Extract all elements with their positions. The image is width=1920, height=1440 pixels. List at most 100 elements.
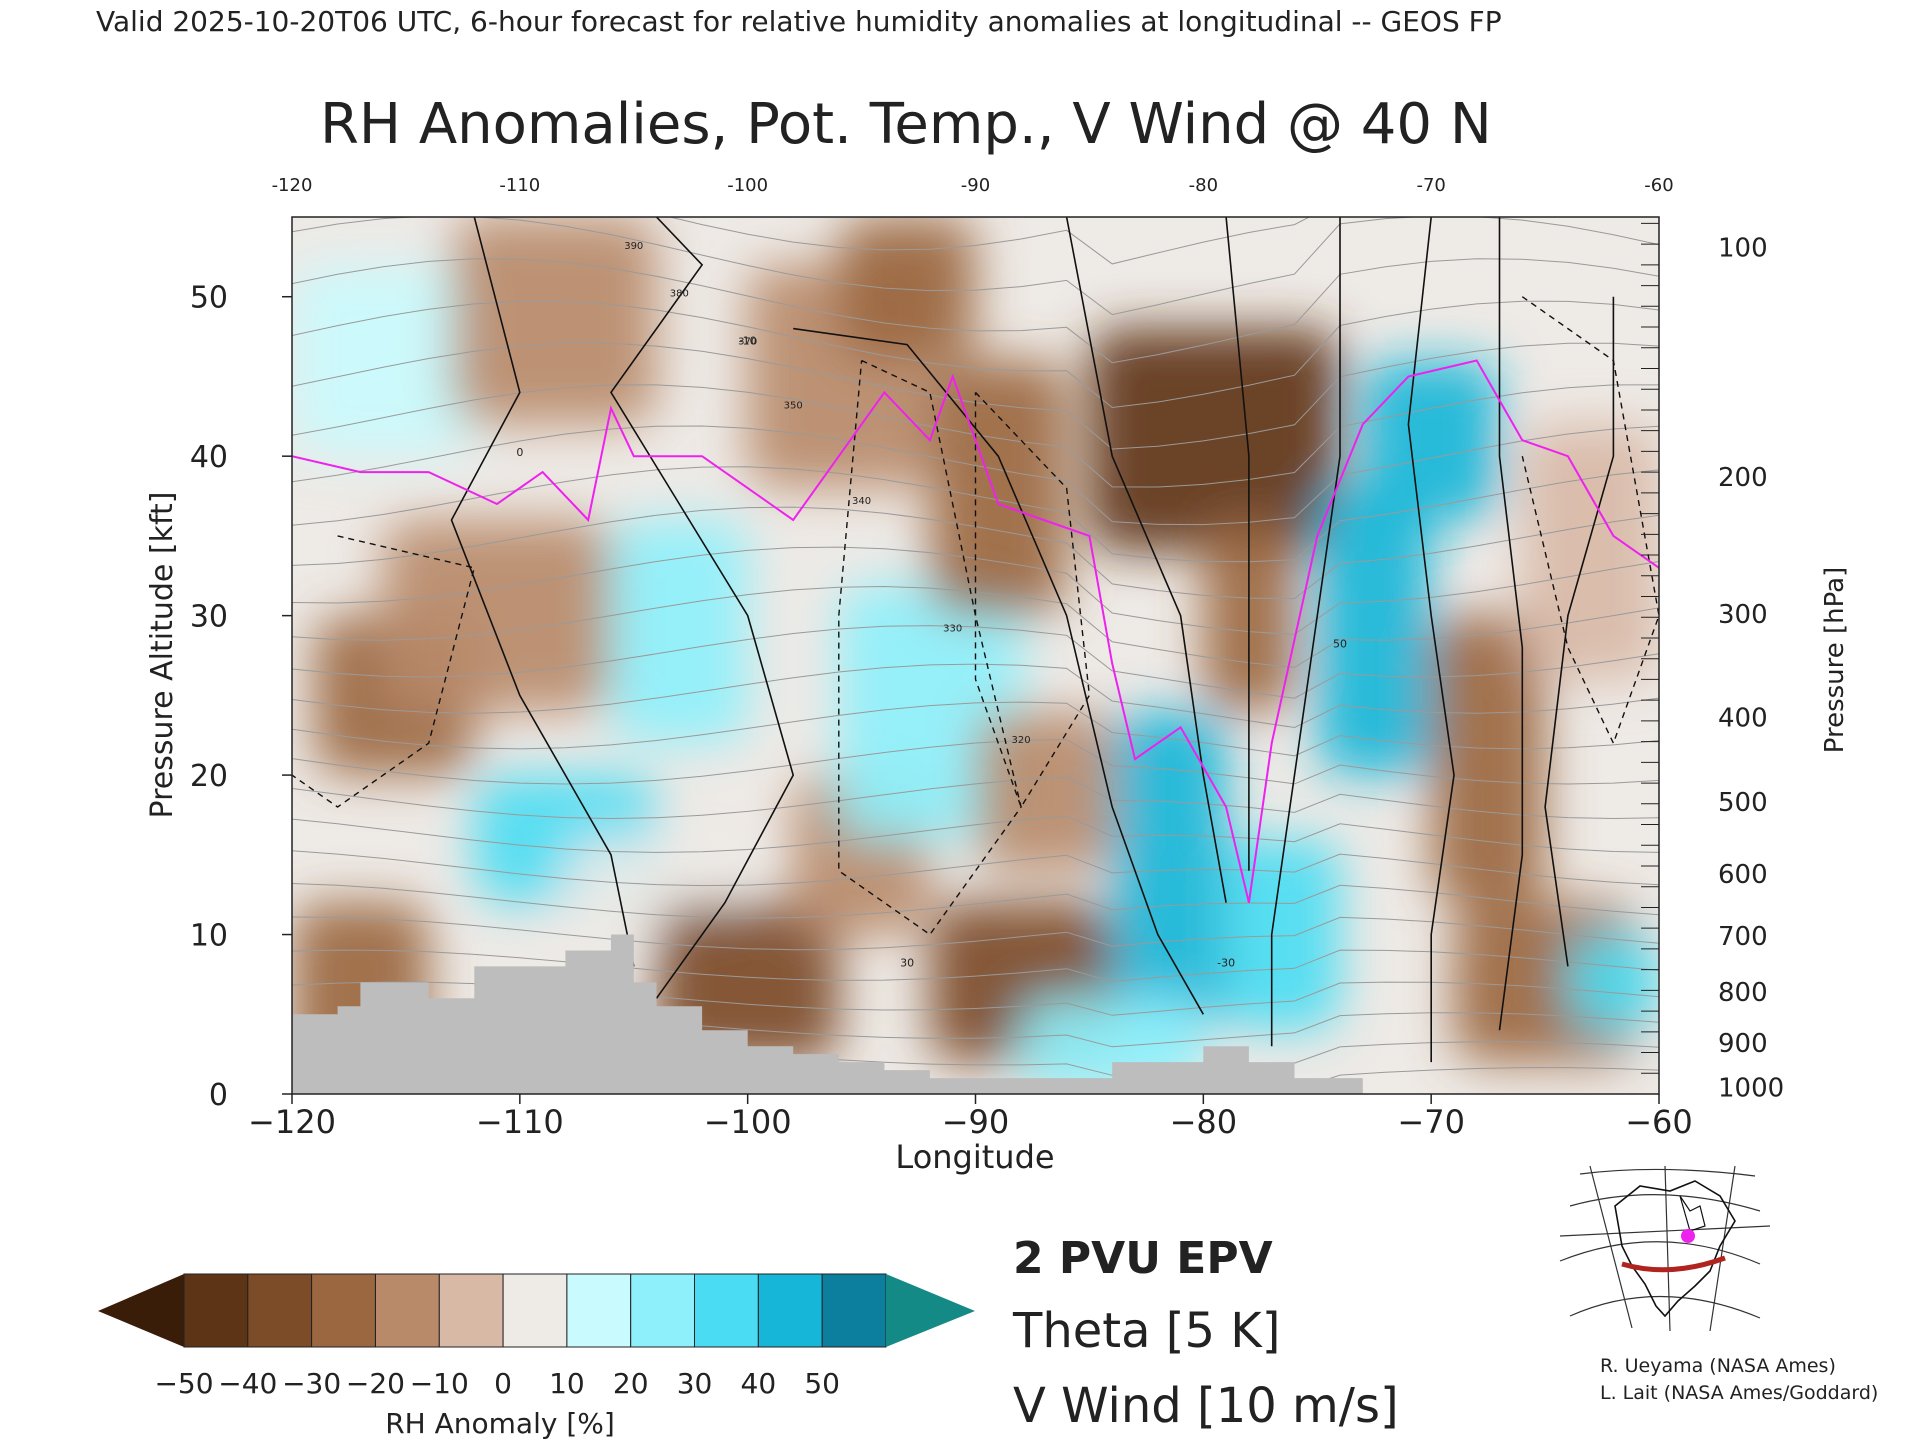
y-tick-label: 10 bbox=[190, 919, 228, 954]
y-axis-left: 0 10 20 30 40 50 bbox=[190, 281, 292, 1113]
map-cross-section-line bbox=[1621, 1255, 1726, 1273]
colorbar-box bbox=[502, 1273, 568, 1348]
colorbar-box bbox=[566, 1273, 632, 1348]
theta-contour-line bbox=[292, 466, 1659, 563]
colorbar-tick-label: 30 bbox=[677, 1367, 713, 1400]
y-axis-right: 100 200 300 400 500 600 700 800 900 1000 bbox=[1718, 233, 1784, 1103]
rh-anomaly-patch bbox=[838, 217, 976, 361]
theta-contour-line bbox=[292, 625, 1659, 699]
x-axis-label: Longitude bbox=[895, 1138, 1054, 1176]
colorbar-box bbox=[438, 1273, 504, 1348]
theta-contour-line bbox=[292, 883, 1659, 919]
pressure-tick-label: 700 bbox=[1718, 922, 1768, 952]
theta-contour-label: 350 bbox=[784, 400, 803, 411]
colorbar-box bbox=[630, 1273, 696, 1348]
rh-anomaly-patch bbox=[383, 519, 611, 712]
colorbar-box bbox=[183, 1273, 249, 1348]
pressure-tick-label: 400 bbox=[1718, 704, 1768, 734]
colorbar-tick-label: 0 bbox=[494, 1367, 512, 1400]
x-top-tick-label: -60 bbox=[1644, 175, 1673, 196]
v-wind-contour-line bbox=[450, 217, 635, 967]
colorbar-label: RH Anomaly [%] bbox=[385, 1407, 615, 1440]
theta-contour-line bbox=[292, 300, 1659, 409]
x-top-tick-label: -120 bbox=[272, 175, 313, 196]
theta-contour-label: 330 bbox=[943, 624, 962, 635]
v-wind-contour-line bbox=[1225, 217, 1250, 871]
wind-contour-label: 10 bbox=[650, 207, 664, 220]
y-tick-label: 20 bbox=[190, 759, 228, 794]
x-top-tick-label: -100 bbox=[727, 175, 768, 196]
map-location-marker bbox=[1681, 1229, 1695, 1243]
map-graticule bbox=[1559, 1225, 1771, 1237]
v-wind-contour-dashed bbox=[838, 359, 1022, 936]
x-axis-bottom: −120 −110 −100 −90 −80 −70 −60 bbox=[248, 1094, 1693, 1141]
credit-line-2: L. Lait (NASA Ames/Goddard) bbox=[1600, 1382, 1878, 1404]
theta-contours bbox=[292, 217, 1659, 1094]
colorbar-box bbox=[375, 1273, 440, 1348]
x-tick-label: −60 bbox=[1625, 1103, 1693, 1141]
pressure-tick-label: 1000 bbox=[1718, 1074, 1784, 1104]
y-axis-right-label: Pressure [hPa] bbox=[1820, 567, 1850, 754]
colorbar-box bbox=[694, 1273, 759, 1348]
wind-contour-label: 0 bbox=[516, 446, 523, 459]
v-wind-contour-dashed bbox=[974, 391, 1091, 809]
map-graticule bbox=[1589, 1165, 1633, 1329]
x-axis-top: -120 -110 -100 -90 -80 -70 -60 bbox=[272, 175, 1674, 196]
pressure-tick-label: 800 bbox=[1718, 978, 1768, 1008]
colorbar-tick-label: −30 bbox=[282, 1367, 341, 1400]
colorbar-tick-label: 20 bbox=[613, 1367, 649, 1400]
pressure-tick-label: 300 bbox=[1718, 600, 1768, 630]
x-tick-label: −100 bbox=[704, 1103, 792, 1141]
colorbar: −50 −40 −30 −20 −10 0 10 20 30 40 50 RH Anomaly [%… bbox=[98, 1273, 975, 1440]
rh-anomaly-patch bbox=[1431, 615, 1546, 903]
pressure-tick-label: 600 bbox=[1718, 860, 1768, 890]
x-tick-label: −120 bbox=[248, 1103, 336, 1141]
theta-contour-line bbox=[292, 815, 1659, 853]
colorbar-box bbox=[247, 1273, 313, 1348]
y-axis-left-label: Pressure Altitude [kft] bbox=[145, 492, 180, 819]
plot-area: 320 330 340 350 370 380 390 0 10 -10 30 -30 50 bbox=[291, 207, 1660, 1095]
x-tick-label: −90 bbox=[942, 1103, 1010, 1141]
colorbar-box bbox=[757, 1273, 823, 1348]
map-graticule bbox=[1569, 1295, 1761, 1319]
theta-contour-label: 340 bbox=[852, 496, 871, 507]
rh-anomaly-patch bbox=[451, 217, 657, 425]
theta-contour-line bbox=[292, 776, 1659, 820]
colorbar-boxes bbox=[183, 1273, 887, 1348]
rh-anomaly-field bbox=[292, 217, 1659, 1094]
theta-contour-line bbox=[292, 916, 1659, 951]
credit-line-1: R. Ueyama (NASA Ames) bbox=[1600, 1355, 1836, 1377]
map-graticule bbox=[1709, 1165, 1736, 1332]
v-wind-contour-line bbox=[610, 217, 795, 999]
theta-contour-line bbox=[292, 217, 1659, 316]
v-wind-contour-line bbox=[1498, 217, 1524, 1031]
wind-contour-label: -10 bbox=[739, 335, 757, 348]
wind-contour-label: 30 bbox=[900, 956, 914, 969]
rh-anomaly-patch bbox=[1317, 488, 1432, 776]
plot-title: RH Anomalies, Pot. Temp., V Wind @ 40 N bbox=[320, 92, 1492, 157]
colorbar-box bbox=[821, 1273, 887, 1348]
rh-anomaly-patch bbox=[975, 711, 1113, 871]
theta-contour-label: 390 bbox=[624, 241, 643, 252]
x-top-tick-label: -70 bbox=[1416, 175, 1445, 196]
colorbar-tick-label: −50 bbox=[154, 1367, 213, 1400]
rh-anomaly-patch bbox=[292, 264, 475, 457]
map-coastline bbox=[1614, 1180, 1736, 1318]
epv-2pvu-contour bbox=[292, 359, 1659, 903]
x-top-tick-label: -90 bbox=[961, 175, 990, 196]
pressure-tick-label: 100 bbox=[1718, 233, 1768, 263]
rh-anomaly-patch bbox=[1522, 424, 1659, 680]
pressure-tick-label: 200 bbox=[1718, 463, 1768, 493]
map-graticule bbox=[1559, 1241, 1761, 1265]
colorbar-tick-label: −10 bbox=[410, 1367, 469, 1400]
y-tick-label: 50 bbox=[190, 281, 228, 316]
theta-contour-line bbox=[292, 850, 1659, 887]
colorbar-tick-label: 10 bbox=[549, 1367, 585, 1400]
pressure-tick-marks bbox=[1641, 222, 1659, 1095]
theta-contour-label: 320 bbox=[1012, 735, 1031, 746]
colorbar-box bbox=[311, 1273, 376, 1348]
v-wind-contours bbox=[292, 217, 1659, 1063]
colorbar-tick-label: −20 bbox=[346, 1367, 405, 1400]
terrain-mask bbox=[292, 934, 1363, 1094]
